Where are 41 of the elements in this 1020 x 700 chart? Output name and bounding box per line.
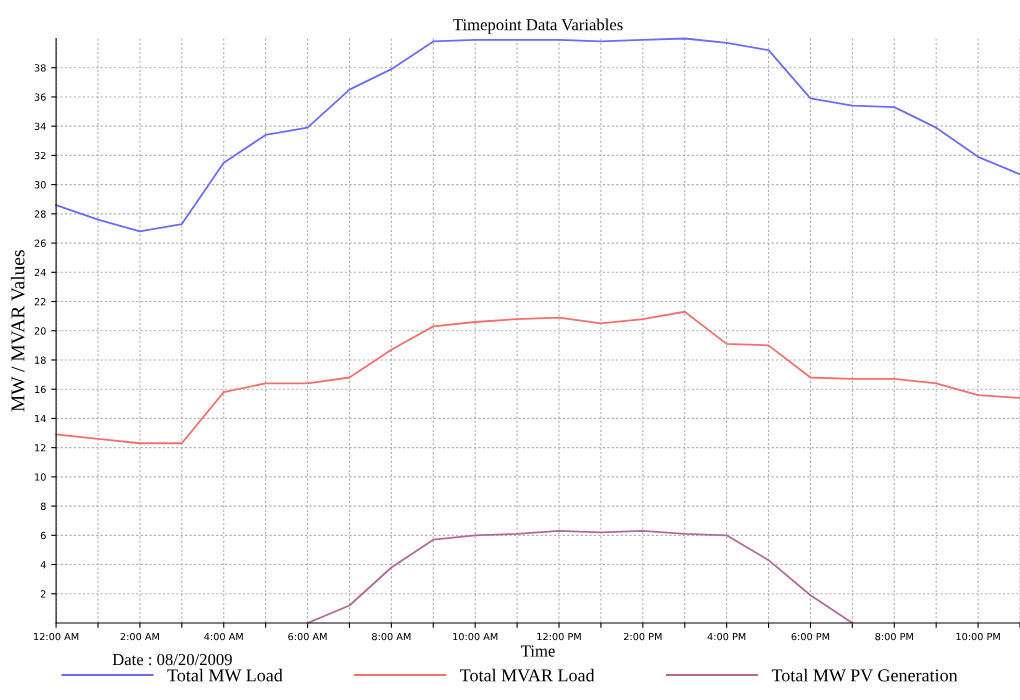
x-tick-label: 2:00 PM: [623, 632, 662, 641]
x-tick-label: 12:00 AM: [34, 632, 79, 641]
y-tick-label: 4: [40, 561, 46, 569]
x-tick-label: 8:00 AM: [372, 632, 411, 641]
x-tick-label: 2:00 AM: [120, 632, 159, 641]
y-tick-label: 24: [34, 268, 46, 276]
x-tick-label: 6:00 AM: [288, 632, 327, 641]
y-tick-label: 38: [34, 64, 46, 72]
x-tick-label: 8:00 PM: [875, 632, 913, 641]
x-tick-label: 10:00 AM: [453, 632, 498, 641]
y-tick-label: 30: [34, 181, 46, 189]
x-tick-label: 12:00 PM: [537, 632, 581, 641]
chart-title: Timepoint Data Variables: [453, 18, 623, 34]
y-tick-label: 18: [35, 356, 46, 364]
y-tick-label: 32: [34, 151, 46, 160]
y-tick-label: 36: [34, 93, 46, 101]
x-tick-label: 4:00 PM: [707, 632, 746, 641]
y-tick-label: 22: [34, 298, 46, 306]
y-tick-label: 14: [35, 415, 46, 423]
y-tick-label: 28: [34, 210, 46, 218]
y-tick-label: 16: [35, 385, 46, 394]
y-tick-label: 20: [34, 327, 46, 335]
text: Date : 08/20/2009: [112, 653, 232, 666]
y-axis-title: MW / MVAR Values: [10, 250, 25, 412]
y-tick-label: 26: [34, 239, 46, 247]
x-tick-label: 10:00 PM: [956, 632, 1000, 641]
x-tick-label: 4:00 AM: [204, 632, 243, 641]
legend-label: Total MW PV Generation: [771, 668, 958, 682]
y-tick-label: 34: [34, 122, 46, 131]
legend-label: Total MVAR Load: [460, 668, 595, 682]
y-tick-label: 10: [35, 473, 46, 481]
x-axis-title: Time: [521, 645, 555, 657]
legend-label: Total MW Load: [167, 668, 283, 682]
x-tick-label: 6:00 PM: [791, 632, 830, 641]
y-tick-label: 2: [40, 590, 46, 598]
y-tick-label: 6: [40, 531, 46, 540]
y-tick-label: 12: [35, 444, 46, 452]
y-tick-label: 8: [40, 502, 46, 510]
line-series: [55, 310, 1020, 445]
line-series: [55, 37, 1020, 233]
line-series: [306, 530, 854, 624]
